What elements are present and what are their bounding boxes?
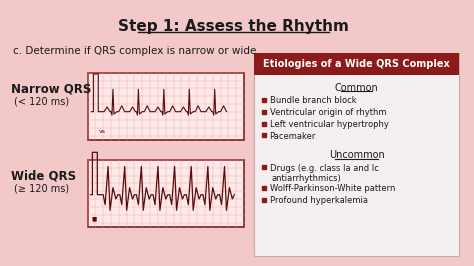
Text: Pacemaker: Pacemaker xyxy=(270,132,316,141)
Text: antiarrhythmics): antiarrhythmics) xyxy=(272,174,341,182)
Text: ■: ■ xyxy=(91,216,97,221)
Bar xyxy=(88,73,244,140)
Text: Bundle branch block: Bundle branch block xyxy=(270,96,356,105)
Text: Ventricular origin of rhythm: Ventricular origin of rhythm xyxy=(270,108,386,117)
Text: Drugs (e.g. class Ia and Ic: Drugs (e.g. class Ia and Ic xyxy=(270,164,378,173)
Text: c. Determine if QRS complex is narrow or wide.: c. Determine if QRS complex is narrow or… xyxy=(13,46,260,56)
Text: Profound hyperkalemia: Profound hyperkalemia xyxy=(270,196,367,205)
Text: Etiologies of a Wide QRS Complex: Etiologies of a Wide QRS Complex xyxy=(263,59,450,69)
Text: vs: vs xyxy=(99,129,106,134)
Text: Narrow QRS: Narrow QRS xyxy=(11,82,91,95)
Bar xyxy=(88,160,244,227)
Text: (≥ 120 ms): (≥ 120 ms) xyxy=(14,184,69,193)
Bar xyxy=(254,53,459,75)
Text: (< 120 ms): (< 120 ms) xyxy=(14,96,69,106)
Text: Wide QRS: Wide QRS xyxy=(11,170,76,183)
Text: Uncommon: Uncommon xyxy=(329,150,384,160)
Bar xyxy=(254,53,459,256)
Text: Wolff-Parkinson-White pattern: Wolff-Parkinson-White pattern xyxy=(270,184,395,193)
Text: Common: Common xyxy=(335,82,379,93)
Text: Step 1: Assess the Rhythm: Step 1: Assess the Rhythm xyxy=(118,19,349,34)
Text: Left ventricular hypertrophy: Left ventricular hypertrophy xyxy=(270,120,388,129)
